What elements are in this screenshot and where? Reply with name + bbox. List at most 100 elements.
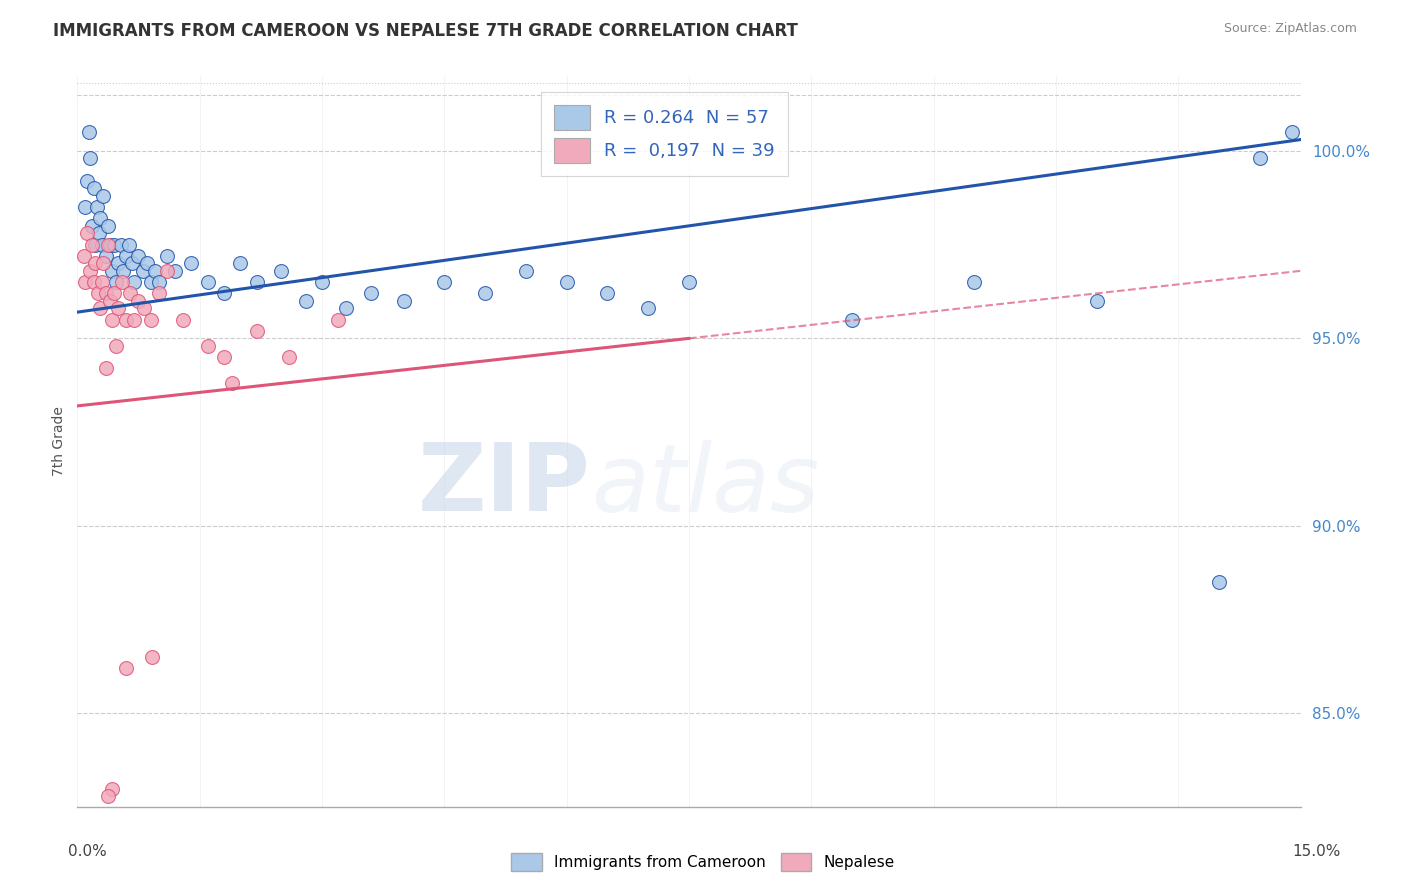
Point <box>111 264 134 278</box>
Point <box>77 125 100 139</box>
Point <box>115 661 138 675</box>
Point <box>84 256 107 270</box>
Point <box>433 275 456 289</box>
Point <box>111 275 134 289</box>
Point <box>120 286 142 301</box>
Text: ZIP: ZIP <box>418 440 591 532</box>
Point <box>97 789 120 803</box>
Point <box>118 237 141 252</box>
Legend: R = 0.264  N = 57, R =  0,197  N = 39: R = 0.264 N = 57, R = 0,197 N = 39 <box>541 92 787 176</box>
Legend: Immigrants from Cameroon, Nepalese: Immigrants from Cameroon, Nepalese <box>505 847 901 877</box>
Point <box>75 200 97 214</box>
Point <box>229 256 252 270</box>
Point <box>678 275 700 289</box>
Point <box>127 293 149 308</box>
Text: 0.0%: 0.0% <box>67 845 107 859</box>
Point <box>156 264 179 278</box>
Point <box>392 293 415 308</box>
Point <box>115 312 138 326</box>
Point <box>101 312 124 326</box>
Point <box>76 174 98 188</box>
Point <box>80 237 103 252</box>
Point <box>1281 125 1303 139</box>
Point <box>135 256 157 270</box>
Text: Source: ZipAtlas.com: Source: ZipAtlas.com <box>1223 22 1357 36</box>
Point <box>139 312 162 326</box>
Point <box>79 152 101 166</box>
Text: 15.0%: 15.0% <box>1292 845 1340 859</box>
Point <box>841 312 863 326</box>
Text: IMMIGRANTS FROM CAMEROON VS NEPALESE 7TH GRADE CORRELATION CHART: IMMIGRANTS FROM CAMEROON VS NEPALESE 7TH… <box>53 22 799 40</box>
Point <box>105 275 128 289</box>
Point <box>98 293 121 308</box>
Point <box>86 200 108 214</box>
Point <box>221 376 243 391</box>
Point <box>124 275 146 289</box>
Point <box>1085 293 1108 308</box>
Point <box>474 286 496 301</box>
Point <box>139 275 162 289</box>
Point <box>124 312 146 326</box>
Point <box>83 181 105 195</box>
Point <box>105 339 128 353</box>
Y-axis label: 7th Grade: 7th Grade <box>52 407 66 476</box>
Point <box>107 301 129 316</box>
Point <box>197 339 219 353</box>
Point <box>83 275 105 289</box>
Point <box>97 219 120 233</box>
Point <box>94 286 117 301</box>
Point <box>98 237 121 252</box>
Point <box>127 249 149 263</box>
Point <box>311 275 333 289</box>
Point <box>555 275 578 289</box>
Point <box>270 264 292 278</box>
Point <box>148 286 170 301</box>
Point <box>73 249 96 263</box>
Point <box>97 237 120 252</box>
Point <box>103 237 125 252</box>
Point <box>143 264 166 278</box>
Point <box>278 350 301 364</box>
Point <box>93 189 115 203</box>
Point <box>596 286 619 301</box>
Point <box>131 264 153 278</box>
Point <box>246 324 269 338</box>
Point <box>148 275 170 289</box>
Point <box>360 286 382 301</box>
Point <box>121 256 143 270</box>
Point <box>1208 575 1230 590</box>
Point <box>165 264 187 278</box>
Point <box>94 361 117 376</box>
Point <box>90 275 112 289</box>
Point <box>212 350 235 364</box>
Point <box>141 650 163 665</box>
Point <box>156 249 179 263</box>
Point <box>80 219 103 233</box>
Point <box>294 293 316 308</box>
Point <box>328 312 350 326</box>
Point <box>1249 152 1271 166</box>
Point <box>94 249 117 263</box>
Point <box>134 301 156 316</box>
Point <box>246 275 269 289</box>
Point <box>101 264 124 278</box>
Point <box>110 237 132 252</box>
Point <box>89 211 111 226</box>
Point <box>115 249 138 263</box>
Text: atlas: atlas <box>591 440 820 531</box>
Point <box>103 286 125 301</box>
Point <box>93 256 115 270</box>
Point <box>100 781 122 796</box>
Point <box>90 237 112 252</box>
Point <box>75 275 97 289</box>
Point <box>212 286 235 301</box>
Point <box>76 227 98 241</box>
Point <box>84 237 107 252</box>
Point <box>107 256 129 270</box>
Point <box>87 286 110 301</box>
Point <box>335 301 357 316</box>
Point <box>637 301 659 316</box>
Point <box>515 264 537 278</box>
Point <box>197 275 219 289</box>
Point <box>87 227 110 241</box>
